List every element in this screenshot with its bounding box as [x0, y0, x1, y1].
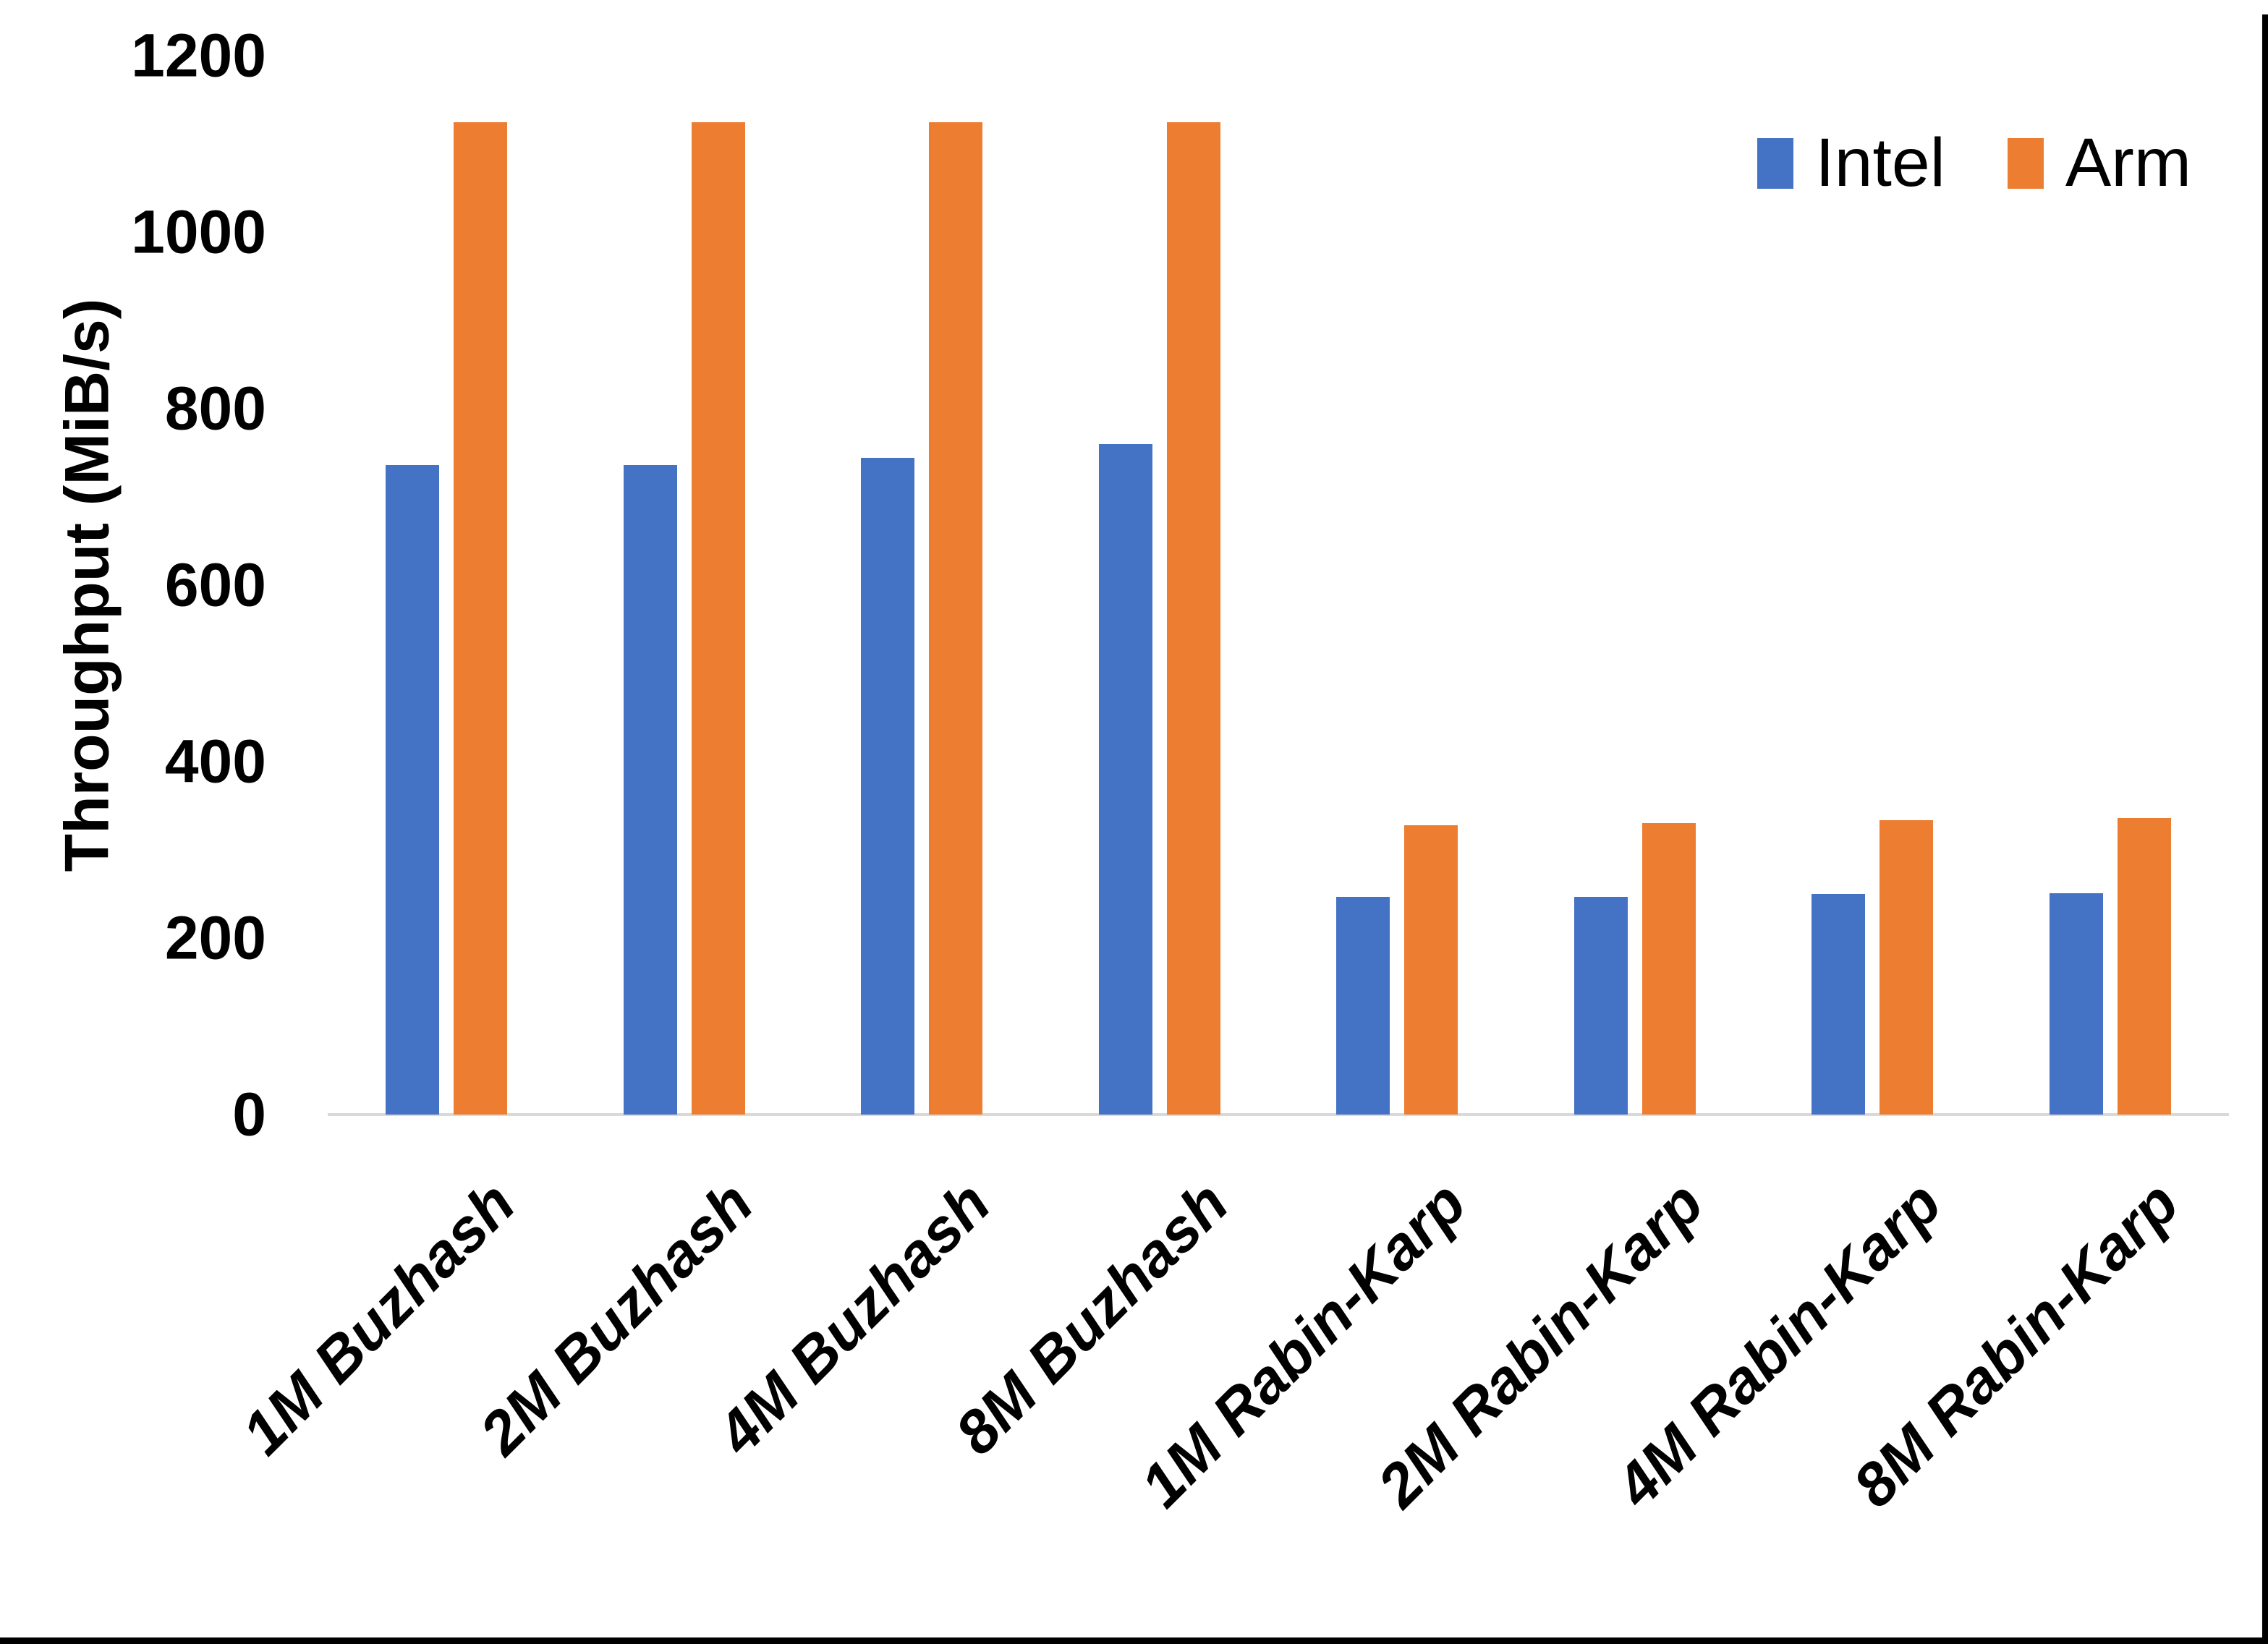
- screenshot-right-border: [2262, 14, 2268, 1644]
- bar-arm-8m-buzhash: [1166, 122, 1220, 1115]
- bar-intel-4m-rabin-karp: [1812, 894, 1866, 1115]
- legend-label-intel: Intel: [1815, 124, 1945, 201]
- bar-arm-2m-buzhash: [691, 122, 745, 1115]
- bar-intel-8m-rabin-karp: [2049, 893, 2103, 1115]
- y-tick-label-800: 800: [164, 374, 266, 443]
- plot-area: [328, 56, 2229, 1116]
- y-tick-label-0: 0: [232, 1080, 266, 1149]
- legend-item-intel: Intel: [1757, 129, 1945, 197]
- bar-arm-8m-rabin-karp: [2117, 818, 2171, 1115]
- y-tick-label-400: 400: [164, 727, 266, 796]
- bar-arm-2m-rabin-karp: [1641, 823, 1696, 1115]
- bar-intel-2m-buzhash: [623, 465, 677, 1115]
- bar-arm-4m-rabin-karp: [1880, 819, 1934, 1115]
- bar-intel-8m-buzhash: [1098, 443, 1152, 1115]
- y-tick-label-600: 600: [164, 550, 266, 619]
- bar-arm-1m-buzhash: [454, 122, 508, 1115]
- legend-item-arm: Arm: [2007, 124, 2191, 201]
- legend-swatch-arm: [2007, 137, 2044, 189]
- y-axis-ticks: 0 200 400 600 800 1000 1200: [0, 22, 266, 1149]
- x-axis-labels: 1M Buzhash 2M Buzhash 4M Buzhash 8M Buzhash…: [229, 1117, 2229, 1522]
- legend-swatch-intel: [1757, 137, 1794, 189]
- legend: Intel Arm: [1757, 129, 2191, 197]
- legend-label-arm: Arm: [2065, 124, 2191, 201]
- y-tick-label-1200: 1200: [131, 21, 266, 90]
- bar-intel-4m-buzhash: [861, 458, 915, 1115]
- screenshot-bottom-border: [0, 1637, 2268, 1644]
- bar-intel-2m-rabin-karp: [1573, 896, 1628, 1115]
- bar-intel-1m-rabin-karp: [1336, 896, 1390, 1115]
- x-axis-line: [328, 1113, 2229, 1116]
- y-tick-label-200: 200: [164, 903, 266, 972]
- bar-arm-1m-rabin-karp: [1404, 825, 1458, 1115]
- bar-intel-1m-buzhash: [386, 465, 440, 1115]
- y-tick-label-1000: 1000: [131, 197, 266, 266]
- bar-arm-4m-buzhash: [929, 122, 983, 1115]
